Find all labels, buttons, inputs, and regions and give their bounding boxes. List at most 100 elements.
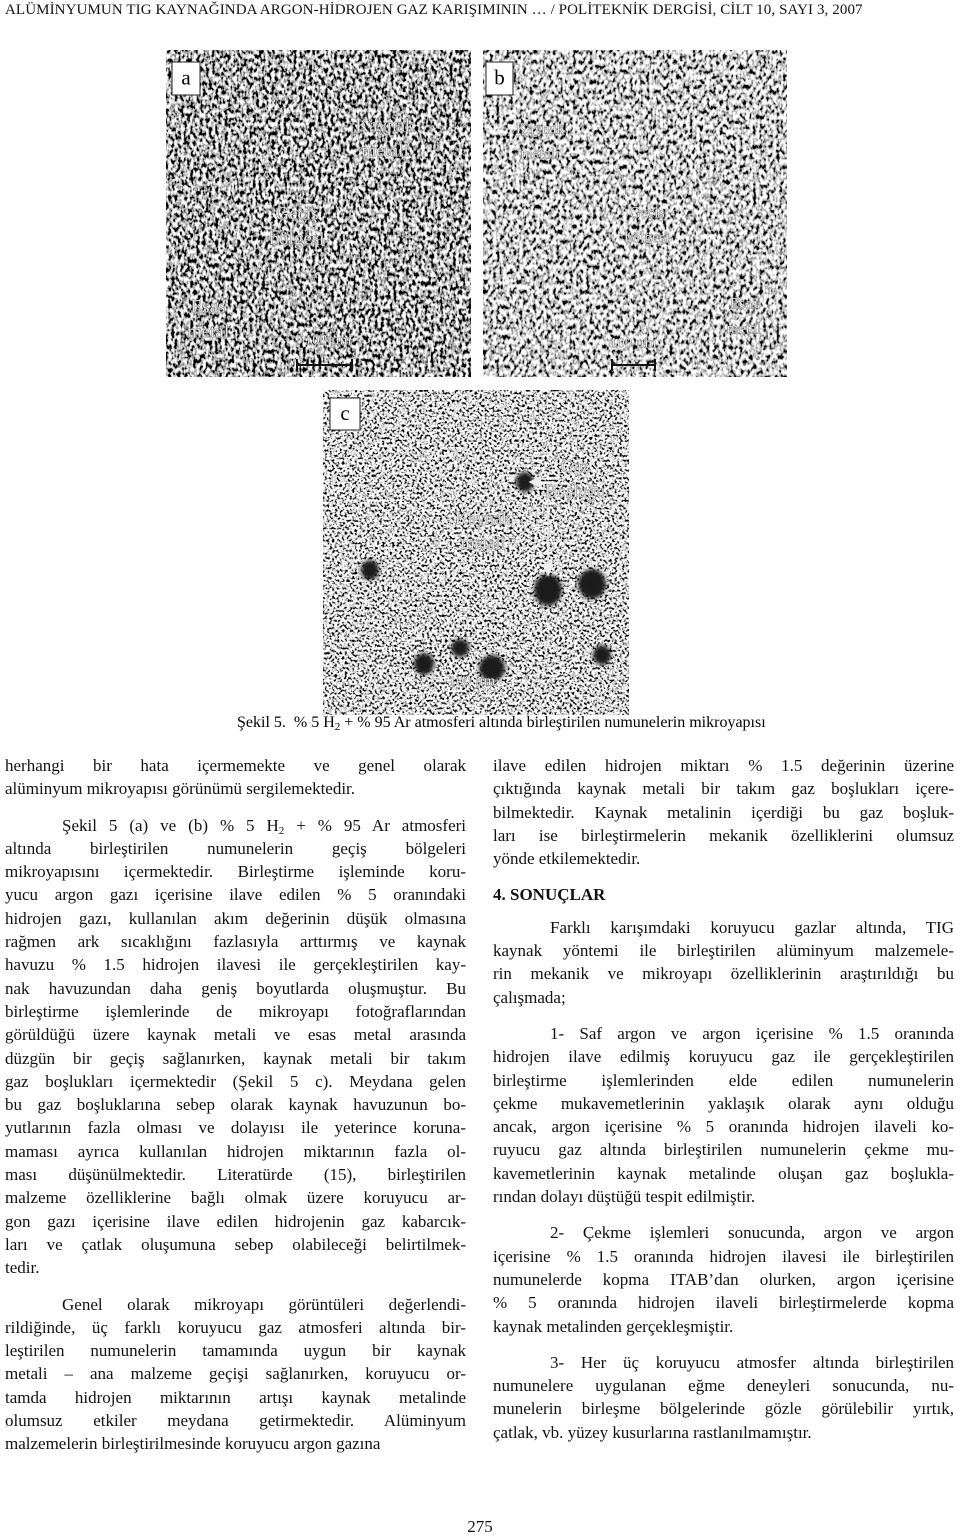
text-line: havuzu % 1.5 hidrojen ilavesi ile gerçek… [5, 955, 466, 975]
micrograph-label: bölgesi [270, 228, 325, 249]
text-line: nak havuzundan daha geniş boyutlarda olu… [5, 978, 466, 998]
micrograph-c [323, 390, 629, 715]
panel-letter: c [340, 401, 349, 425]
micrograph-label: Geçiş [629, 205, 664, 222]
text-line: Farklı karışımdaki koruyucu gazlar altın… [550, 917, 954, 937]
text-line: numunelere uygulanan eğme deneyleri sonu… [493, 1376, 954, 1396]
paragraph: Genel olarak mikroyapı görüntüleri değer… [5, 1293, 466, 1456]
text-line: düzgün bir geçiş sağlanırken, kaynak met… [5, 1048, 466, 1068]
text-line: olumsuz etkiler meydana getirmektedir. A… [5, 1411, 466, 1431]
paragraph: 1- Saf argon ve argon içerisine % 1.5 or… [493, 1022, 954, 1208]
micrograph-label: bölgesi [625, 230, 670, 247]
text-line: mikroyapısını içermektedir. Birleştirme … [5, 862, 466, 882]
paragraph: 3- Her üç koruyucu atmosfer altında birl… [493, 1351, 954, 1444]
text-line: gon gazı içerisine ilave edilen hidrojen… [5, 1211, 466, 1231]
text-line: tedir. [5, 1258, 40, 1278]
text-line: alüminyum mikroyapısı görünümü sergileme… [5, 779, 356, 799]
text-span: Şekil 5 (a) ve (b) % 5 H [62, 815, 279, 835]
text-line: çıktığında kaynak metali bir takım gaz b… [493, 779, 954, 799]
text-line: munelerin birleşme bölgelerinde gözle gö… [493, 1399, 954, 1419]
paragraph: Şekil 5 (a) ve (b) % 5 H2 + % 95 Ar atmo… [5, 814, 466, 1280]
panel-letter: a [181, 65, 191, 89]
text-line: rildiğinde, üç farklı koruyucu gaz atmos… [5, 1317, 466, 1337]
scale-label: 100 µm [305, 332, 352, 348]
micrograph-label: Kaynak [355, 115, 415, 136]
text-span: + % 95 Ar atmosferi [284, 815, 467, 835]
gas-voids [361, 472, 611, 681]
text-line: hidrojen gazı, kullanılan akım değerinin… [5, 908, 466, 928]
micrograph-label: Esas [730, 296, 758, 313]
text-line: numunelerde kopma ITAB’dan olurken, argo… [493, 1269, 954, 1289]
panel-letter-box [485, 61, 514, 96]
text-line: yutlarının fazla olması ve dolayısı ile … [5, 1118, 466, 1138]
paragraph: herhangi bir hata içermemekte ve genel o… [5, 754, 466, 801]
subscript: 2 [335, 721, 341, 733]
text-line: ları ise birleştirmelerin mekanik özelli… [493, 825, 954, 845]
text-line: hidrojen ilave edilmiş koruyucu gaz ile … [493, 1047, 954, 1067]
micrograph-label: Kaynak [516, 121, 564, 138]
running-header: ALÜMİNYUMUN TIG KAYNAĞINDA ARGON-HİDROJE… [5, 2, 863, 18]
paragraph: Farklı karışımdaki koruyucu gazlar altın… [493, 916, 954, 1009]
text-line: maması ayrıca kullanılan hidrojen miktar… [5, 1141, 466, 1161]
text-line: birleştirme işlemlerinden elde edilen nu… [493, 1070, 954, 1090]
text-line: altında birleştirilen numunelerin geçiş … [5, 838, 466, 858]
text-line: Şekil 5 (a) ve (b) % 5 H2 + % 95 Ar atmo… [5, 814, 466, 837]
text-line: tamda hidrojen miktarının artışı kaynak … [5, 1387, 466, 1407]
text-line: ilave edilen hidrojen miktarı % 1.5 değe… [493, 756, 954, 775]
micrograph-label: metali [361, 140, 408, 161]
text-line: ması düşünülmektedir. Literatürde (15), … [5, 1165, 466, 1185]
text-line: yucu argon gazı içerisine ilave edilen %… [5, 885, 466, 905]
micrograph-label: Gaz [561, 456, 590, 476]
figure: Şekil 5. % 5 H2 + % 95 Ar atmosferi altı… [166, 50, 787, 733]
text-line: malzeme özelliklerine bağlı olmak üzere … [5, 1188, 466, 1208]
text-line: ruyucu gaz altında birleştirilen numunel… [493, 1140, 954, 1160]
paragraph: ilave edilen hidrojen miktarı % 1.5 değe… [493, 754, 954, 870]
micrograph-label: metali [521, 146, 560, 163]
text-line: içerisine % 1.5 oranında hidrojen ilaves… [493, 1246, 954, 1266]
micrograph-label: metal [187, 321, 229, 342]
scale-bar [611, 359, 656, 371]
text-line: 3- Her üç koruyucu atmosfer altında birl… [550, 1352, 954, 1372]
text-line: rağmen ark sıcaklığını fazlasıyla arttır… [5, 932, 466, 952]
section-heading: 4. SONUÇLAR [493, 885, 606, 905]
text-line: gaz boşlukları içermektedir (Şekil 5 c).… [5, 1071, 466, 1091]
paragraph: 2- Çekme işlemleri sonucunda, argon ve a… [493, 1221, 954, 1337]
micrograph-label: metali [461, 533, 506, 553]
panel-letter-box [329, 397, 361, 431]
left-column: herhangi bir hata içermemekte ve genel o… [5, 754, 466, 1469]
scale-bar [296, 359, 353, 371]
text-line: çatlak, vb. yüzey kusurlarına rastlanılm… [493, 1422, 812, 1442]
text-line: kaynak metalinden gerçekleşmiştir. [493, 1316, 734, 1336]
scale-label: 100 µm [610, 335, 657, 351]
text-line: ancak, argon içerisine % 5 oranında hidr… [493, 1117, 954, 1137]
text-line: Genel olarak mikroyapı görüntüleri değer… [62, 1294, 466, 1314]
text-line: rin mekanik ve mikroyapı özelliklerinin … [493, 964, 954, 984]
text-line: rından dolayı düştüğü tespit edilmiştir. [493, 1187, 756, 1207]
text-line: görüldüğü üzere kaynak metali ve esas me… [5, 1025, 466, 1045]
panel-letter: b [494, 65, 505, 89]
text-line: birleştirme işlemlerinde de mikroyapı fo… [5, 1001, 466, 1021]
text-line: metali – ana malzeme geçişi sağlanırken,… [5, 1364, 466, 1384]
text-line: çalışmada; [493, 987, 566, 1007]
text-line: 1- Saf argon ve argon içerisine % 1.5 or… [550, 1023, 954, 1043]
caption-text: Şekil 5. % 5 H [237, 714, 335, 731]
arrows [528, 475, 555, 577]
scale-label: 100 µm [449, 673, 496, 689]
text-line: kaynak yöntemi ile birleştirilen alüminy… [493, 941, 954, 961]
micrograph-a [166, 50, 471, 377]
text-line: ları ve çatlak oluşumuna sebep olabilece… [5, 1234, 466, 1254]
figure-caption: Şekil 5. % 5 H2 + % 95 Ar atmosferi altı… [237, 714, 766, 733]
text-line: bu gaz boşluklarına sebep olarak kaynak … [5, 1095, 466, 1115]
text-line: 2- Çekme işlemleri sonucunda, argon ve a… [550, 1223, 954, 1243]
text-line: kavemetlerinin kaynak metalinde oluşan g… [493, 1163, 954, 1183]
right-column: ilave edilen hidrojen miktarı % 1.5 değe… [493, 754, 954, 1457]
text-line: leştirilen numunelerin tamamında uygun b… [5, 1341, 466, 1361]
text-line: yönde etkilemektedir. [493, 849, 641, 869]
text-line: herhangi bir hata içermemekte ve genel o… [5, 756, 466, 775]
caption-text: + % 95 Ar atmosferi altında birleştirile… [340, 714, 766, 731]
micrograph-label: Boşluğu [545, 481, 605, 501]
micrograph-label: Geçiş [275, 203, 318, 224]
panel-letter-box [171, 61, 201, 96]
text-line: bilmektedir. Kaynak metalinin içerdiği b… [493, 802, 954, 822]
